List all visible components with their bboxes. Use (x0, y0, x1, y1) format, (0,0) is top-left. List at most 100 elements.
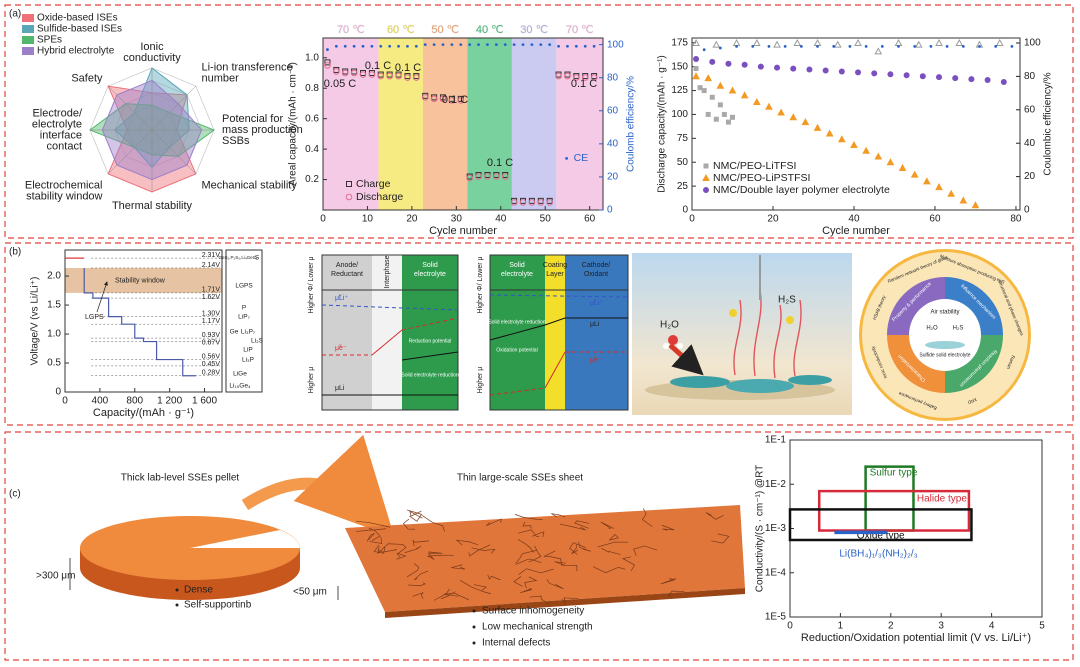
point (910, 170, 919, 178)
x-tick-label: 60 (929, 214, 941, 225)
column-header: electrolyte (501, 271, 533, 278)
point (978, 44, 981, 48)
y2-tick-label: 0 (607, 205, 613, 216)
point (709, 58, 716, 65)
y-axis-label: Conductivity/(S · cm⁻¹) @RT (755, 465, 766, 592)
x-tick-label: 5 (1039, 621, 1045, 632)
point (767, 44, 771, 48)
point (790, 65, 797, 72)
point (386, 72, 393, 80)
column-header: electrolyte (414, 271, 446, 278)
radar-axis-label: SSBs (222, 135, 250, 147)
point (692, 72, 700, 80)
column-header: Coating (543, 262, 567, 269)
point (546, 199, 553, 206)
column-header: Reductant (331, 271, 363, 278)
column-header: Solid (422, 262, 438, 269)
point (914, 40, 923, 48)
point (793, 38, 802, 47)
x-tick-label: 0 (320, 214, 326, 225)
point (512, 43, 516, 47)
point (732, 38, 741, 47)
panel-label: (b) (9, 247, 21, 258)
point (404, 74, 411, 81)
note: Surface inhomogeneity (482, 606, 584, 617)
y2-axis-label: Coulombic efficiency/% (1043, 72, 1054, 175)
center-label: Sulfide solid electrolyte (919, 352, 970, 358)
phase-label: Li₁₅Ge₄ (229, 383, 251, 390)
phase-label: S (255, 255, 260, 262)
point (590, 74, 598, 81)
point (903, 72, 910, 79)
point (898, 163, 907, 171)
level-label: 2.14V (202, 262, 221, 269)
radar-axis-label: Electrode/ (32, 107, 82, 119)
point (697, 85, 703, 91)
legend-label: Discharge (356, 191, 403, 203)
band-label: 30 ℃ (520, 24, 548, 36)
legend-swatch (22, 14, 34, 22)
x-tick-label: 0 (787, 621, 793, 632)
axis-label: Higher Φ/ Lower μ (477, 256, 484, 313)
level-label: 1.17V (202, 318, 221, 325)
x-axis-label: Cycle number (822, 225, 890, 237)
point (414, 44, 418, 48)
point (519, 199, 527, 206)
column-header: Layer (546, 271, 564, 278)
y-tick-label: 125 (671, 85, 688, 96)
image-title: Thin large-scale SSEs sheet (457, 473, 583, 484)
point (494, 43, 498, 47)
scale-image: Thick lab-level SSEs pellet Thin large-s… (36, 434, 745, 649)
point (871, 70, 878, 77)
legend-label: SPEs (37, 35, 62, 46)
temperature-band (467, 38, 512, 210)
point (961, 44, 965, 48)
interphase-diagram: Anode/ Reductant Interphase Solid electr… (308, 254, 459, 411)
radar-spoke (107, 85, 153, 131)
phase-label: LiP (243, 347, 252, 354)
phase-label: LiGe (233, 371, 247, 378)
window-label: Stability window (115, 277, 166, 284)
level-label: 2.31V (202, 252, 221, 259)
point (705, 111, 711, 117)
point (913, 44, 917, 48)
point (833, 40, 842, 48)
point (484, 173, 491, 180)
point (466, 174, 473, 182)
point (539, 43, 543, 47)
radar-axis-label: electrolyte (32, 118, 82, 130)
x-tick-label: 400 (92, 396, 109, 407)
y-tick-label: 100 (671, 109, 688, 120)
point (721, 111, 727, 117)
phase-label: LiP₇ (238, 314, 250, 321)
legend-marker (702, 173, 710, 181)
point (935, 38, 943, 47)
y-tick-label: 2.0 (47, 271, 61, 282)
phase-box (225, 249, 263, 393)
level-label: 0.87V (202, 339, 221, 346)
phase-label: LGPS (235, 283, 253, 290)
point (752, 38, 761, 47)
point (816, 44, 819, 48)
annotation: 0.1 C (365, 60, 391, 72)
point (573, 74, 580, 81)
point (423, 43, 427, 47)
y-tick-label: 25 (677, 181, 689, 192)
radar-spoke (151, 85, 197, 131)
point (459, 43, 463, 47)
point (959, 196, 968, 204)
point (324, 62, 331, 69)
radar-axis-label: contact (47, 140, 82, 152)
y-axis-label: Discharge capacity/(mAh · g⁻¹) (657, 55, 668, 193)
point (874, 47, 883, 55)
level-label: 1.71V (202, 287, 221, 294)
point (326, 48, 329, 51)
radar-axis-label: conductivity (123, 52, 181, 64)
band-label: 50 ℃ (431, 24, 459, 36)
legend-marker (703, 163, 709, 169)
phase-label: Li₃P₇ (241, 329, 255, 336)
legend-label: CE (574, 152, 589, 164)
point (359, 71, 367, 78)
y2-tick-label: 20 (1024, 171, 1036, 182)
arrow (96, 281, 108, 313)
